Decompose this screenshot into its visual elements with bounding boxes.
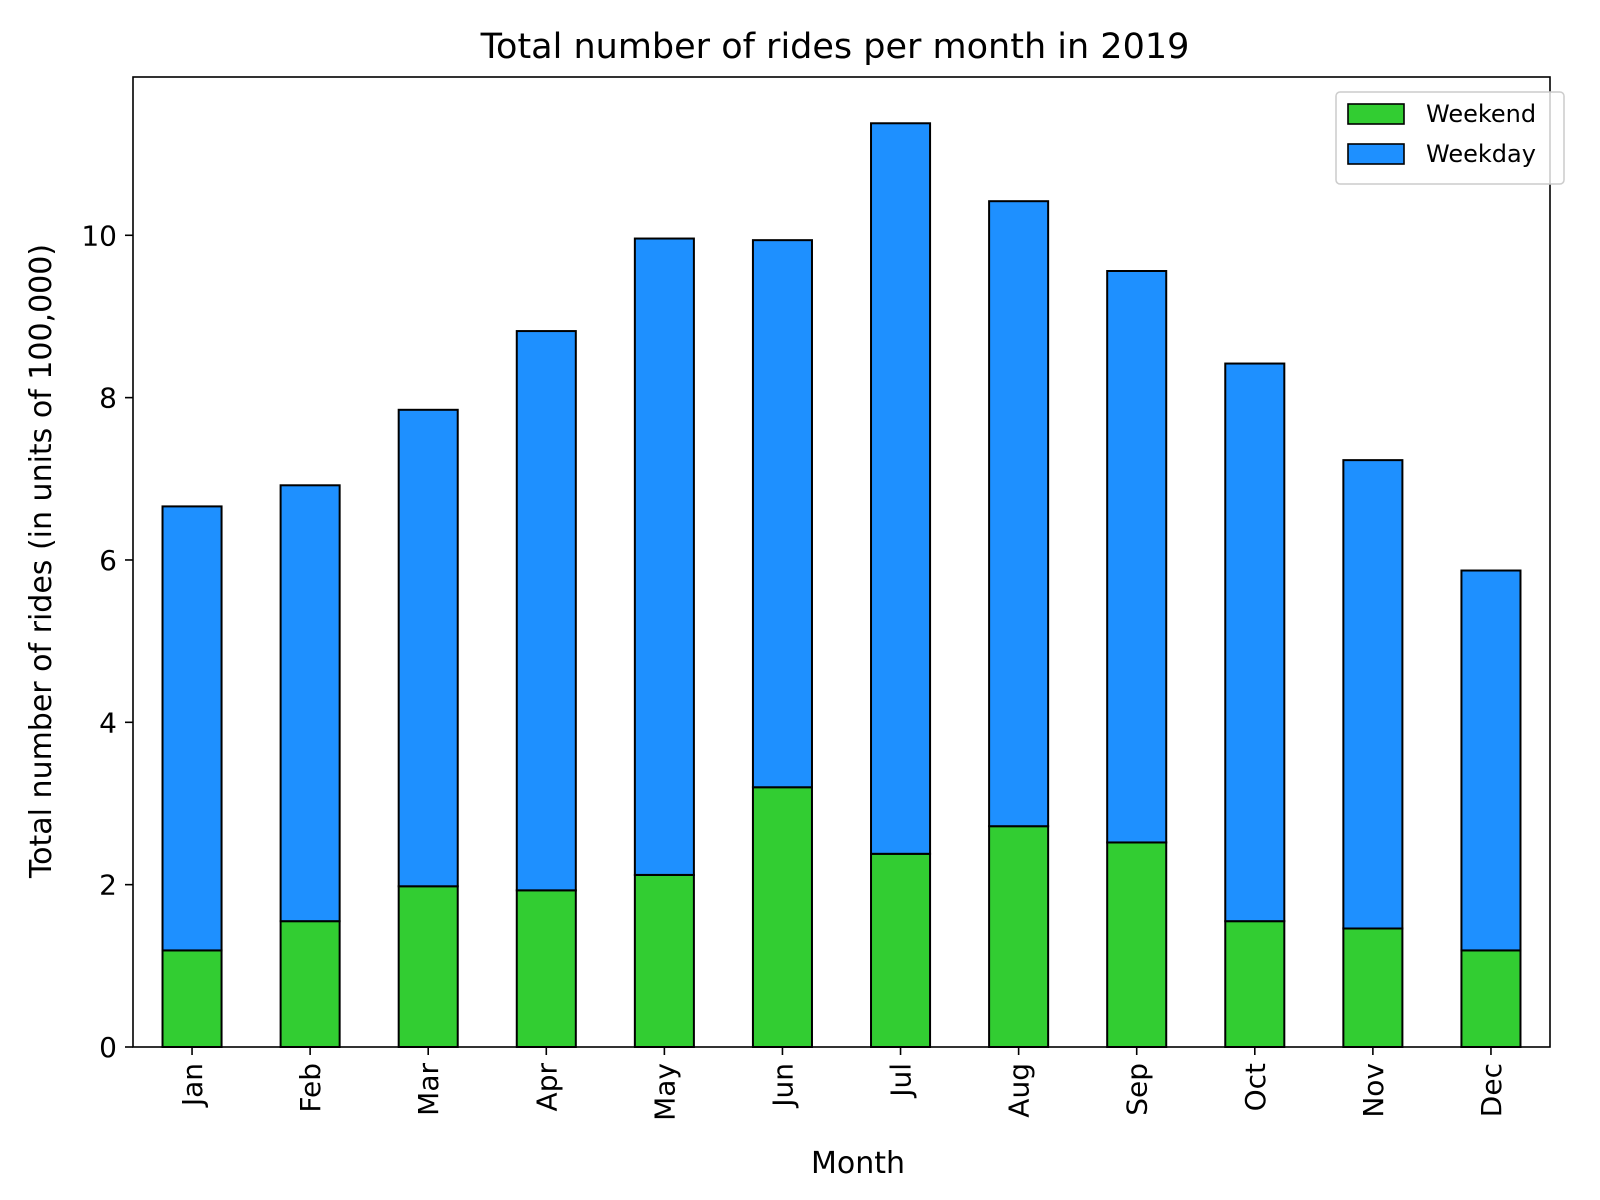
- bar-weekend-mar: [397, 885, 459, 1048]
- y-tick-label: 4: [99, 706, 117, 739]
- x-tick-label-apr: Apr: [530, 1063, 563, 1112]
- bar-weekend-dec: [1460, 949, 1522, 1049]
- bar-weekend-apr: [515, 889, 577, 1049]
- bar-weekend-jun: [751, 786, 813, 1048]
- bar-weekday-oct: [1224, 362, 1286, 923]
- legend-swatch-weekend: [1347, 103, 1405, 125]
- bar-weekday-sep: [1106, 270, 1168, 844]
- y-tick-label: 8: [99, 382, 117, 415]
- y-axis-label: Total number of rides (in units of 100,0…: [24, 244, 59, 879]
- bar-weekday-jan: [161, 505, 223, 952]
- bar-weekday-apr: [515, 330, 577, 892]
- x-tick-label-oct: Oct: [1239, 1063, 1272, 1111]
- x-tick-label-mar: Mar: [412, 1063, 445, 1116]
- y-axis: 0 2 4 6 8 10: [81, 219, 133, 1064]
- x-tick-label-aug: Aug: [1003, 1063, 1036, 1118]
- x-tick-label-nov: Nov: [1357, 1063, 1390, 1118]
- bar-weekday-jun: [751, 239, 813, 789]
- legend-swatch-weekday: [1347, 143, 1405, 165]
- x-tick-label-jul: Jul: [885, 1063, 918, 1099]
- chart-title: Total number of rides per month in 2019: [480, 27, 1190, 67]
- bar-weekday-jul: [870, 122, 932, 855]
- bar-weekend-feb: [279, 920, 341, 1048]
- x-axis-label: Month: [811, 1146, 905, 1181]
- y-tick-label: 2: [99, 869, 117, 902]
- x-tick-label-dec: Dec: [1475, 1063, 1508, 1117]
- x-tick-label-jun: Jun: [766, 1063, 799, 1109]
- bar-weekday-feb: [279, 484, 341, 923]
- bar-weekend-nov: [1342, 927, 1404, 1049]
- bar-weekend-sep: [1106, 841, 1168, 1048]
- bars-group: [161, 122, 1522, 1049]
- x-tick-label-may: May: [648, 1063, 681, 1121]
- legend-label-weekend: Weekend: [1426, 100, 1536, 128]
- y-tick-label: 6: [99, 544, 117, 577]
- bar-weekend-aug: [988, 825, 1050, 1048]
- x-tick-label-sep: Sep: [1121, 1063, 1154, 1116]
- plot-frame: [132, 76, 1551, 1048]
- bar-weekend-jul: [870, 852, 932, 1048]
- bar-weekend-oct: [1224, 920, 1286, 1048]
- x-tick-label-feb: Feb: [294, 1063, 327, 1113]
- x-tick-label-jan: Jan: [176, 1063, 209, 1108]
- x-axis: Jan Feb Mar Apr May Jun Jul Aug Sep Oct Nov Dec: [176, 1047, 1508, 1121]
- bar-weekend-jan: [161, 949, 223, 1049]
- bar-weekday-aug: [988, 200, 1050, 828]
- y-tick-label: 10: [81, 219, 117, 252]
- bar-weekday-mar: [397, 408, 459, 888]
- bar-weekday-may: [633, 237, 695, 876]
- y-tick-label: 0: [99, 1031, 117, 1064]
- bar-weekday-nov: [1342, 459, 1404, 930]
- bar-weekday-dec: [1460, 569, 1522, 952]
- legend-label-weekday: Weekday: [1426, 140, 1536, 168]
- bar-weekend-may: [633, 873, 695, 1048]
- legend: Weekend Weekday: [1335, 91, 1565, 185]
